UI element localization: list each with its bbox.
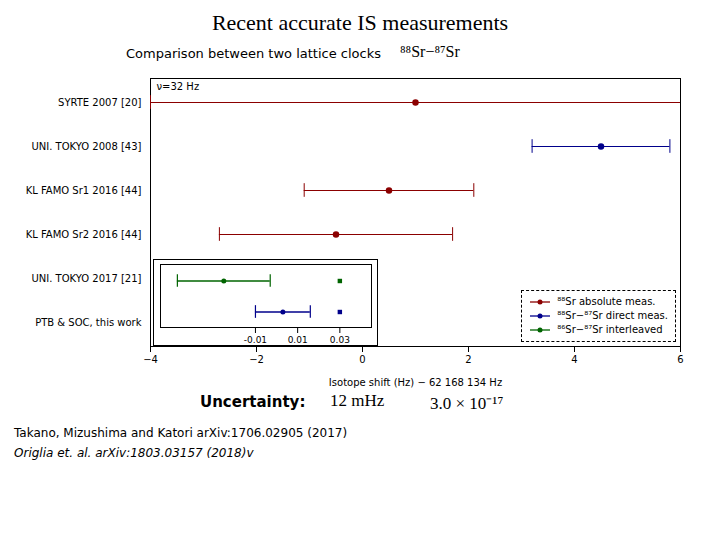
svg-text:PTB & SOC, this work: PTB & SOC, this work bbox=[35, 317, 142, 328]
svg-text:Isotope shift (Hz) − 62 168 13: Isotope shift (Hz) − 62 168 134 Hz bbox=[329, 377, 502, 388]
svg-text:UNI. TOKYO 2008 [43]: UNI. TOKYO 2008 [43] bbox=[31, 141, 141, 152]
svg-text:SYRTE 2007 [20]: SYRTE 2007 [20] bbox=[58, 97, 142, 108]
svg-text:KL FAMO Sr1 2016 [44]: KL FAMO Sr1 2016 [44] bbox=[26, 185, 142, 196]
svg-text:KL FAMO Sr2 2016 [44]: KL FAMO Sr2 2016 [44] bbox=[26, 229, 142, 240]
html-text:⁸⁸Sr−⁸⁷Sr direct meas.: ⁸⁸Sr−⁸⁷Sr direct meas. bbox=[557, 310, 668, 321]
svg-text:0: 0 bbox=[359, 354, 365, 365]
html-text:Origlia et. al. arXiv:1803.031: Origlia et. al. arXiv:1803.03157 (2018)v bbox=[14, 446, 254, 460]
html-text:Recent accurate IS measurement: Recent accurate IS measurements bbox=[211, 10, 509, 35]
svg-text:0.01: 0.01 bbox=[288, 335, 308, 345]
html-text:3.0 × 10⁻¹⁷: 3.0 × 10⁻¹⁷ bbox=[430, 394, 504, 413]
html-text:Comparison between two lattice: Comparison between two lattice clocks bbox=[126, 46, 381, 61]
html-text:12 mHz: 12 mHz bbox=[330, 391, 385, 410]
svg-text:−2: −2 bbox=[249, 354, 264, 365]
svg-text:0.03: 0.03 bbox=[330, 335, 350, 345]
html-text:⁸⁶Sr−⁸⁷Sr interleaved: ⁸⁶Sr−⁸⁷Sr interleaved bbox=[557, 324, 663, 335]
html-text:⁸⁸Sr absolute meas.: ⁸⁸Sr absolute meas. bbox=[557, 296, 656, 307]
svg-text:UNI. TOKYO 2017 [21]: UNI. TOKYO 2017 [21] bbox=[31, 273, 141, 284]
html-text:Uncertainty:: Uncertainty: bbox=[200, 393, 306, 411]
svg-text:-0.01: -0.01 bbox=[244, 335, 267, 345]
svg-text:4: 4 bbox=[571, 354, 577, 365]
svg-text:−4: −4 bbox=[143, 354, 158, 365]
svg-text:ν=32 Hz: ν=32 Hz bbox=[157, 81, 200, 92]
html-text:Takano, Mizushima and Katori a: Takano, Mizushima and Katori arXiv:1706.… bbox=[14, 426, 348, 440]
svg-text:6: 6 bbox=[677, 354, 683, 365]
html-text:⁸⁸Sr−⁸⁷Sr: ⁸⁸Sr−⁸⁷Sr bbox=[400, 43, 460, 60]
svg-text:2: 2 bbox=[465, 354, 471, 365]
